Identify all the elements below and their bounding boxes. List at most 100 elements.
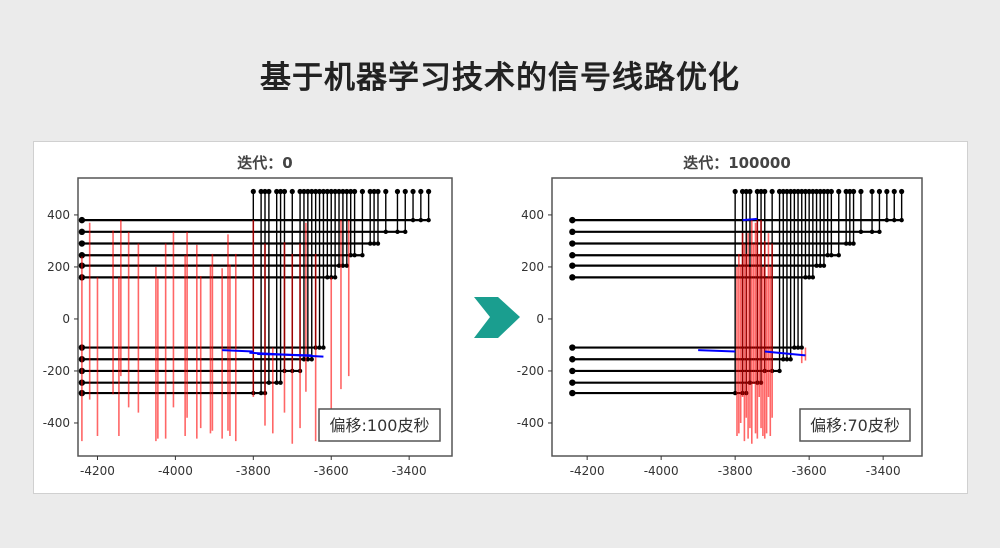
net-sink-pin xyxy=(799,188,805,195)
net-sink-pin xyxy=(836,188,842,195)
net-sink-pin xyxy=(328,188,334,195)
net-sink-pin xyxy=(825,188,831,195)
net-junction xyxy=(821,263,827,268)
net-junction xyxy=(829,253,834,258)
net-sink-pin xyxy=(795,188,801,195)
net-sink-pin xyxy=(301,188,307,195)
net-source-pin xyxy=(78,216,86,224)
net-sink-pin xyxy=(858,188,864,195)
net-junction xyxy=(803,275,808,280)
net-junction xyxy=(348,253,353,258)
net-junction xyxy=(781,357,786,362)
net-sink-pin xyxy=(817,188,823,195)
net-junction xyxy=(340,263,346,268)
net-junction xyxy=(301,357,307,362)
net-junction xyxy=(317,345,322,350)
net-junction xyxy=(810,275,816,280)
net-sink-pin xyxy=(352,188,358,195)
x-tick-label: -3400 xyxy=(392,464,427,478)
y-tick-label: 0 xyxy=(62,312,70,326)
net-source-pin xyxy=(569,216,576,224)
net-sink-pin xyxy=(847,188,853,195)
net-sink-pin xyxy=(297,188,303,195)
net-junction xyxy=(332,275,338,280)
net-junction xyxy=(367,241,373,246)
net-junction xyxy=(278,380,283,385)
net-source-pin xyxy=(569,240,576,247)
net-sink-pin xyxy=(336,188,342,195)
net-sink-pin xyxy=(850,188,857,195)
y-tick-label: 0 xyxy=(536,312,544,326)
net-sink-pin xyxy=(316,188,323,195)
net-junction xyxy=(360,253,365,258)
net-sink-pin xyxy=(426,188,432,195)
net-sink-pin xyxy=(305,188,311,195)
y-tick-label: -400 xyxy=(43,416,70,430)
x-tick-label: -4000 xyxy=(644,464,679,478)
net-junction xyxy=(352,253,357,258)
net-junction xyxy=(818,263,823,268)
net-junction xyxy=(321,345,326,350)
net-sink-pin xyxy=(843,188,849,195)
legend-box xyxy=(318,408,441,442)
net-junction xyxy=(795,345,801,350)
net-junction xyxy=(814,263,819,268)
net-sink-pin xyxy=(813,188,820,195)
net-sink-pin xyxy=(348,188,354,195)
net-source-pin xyxy=(569,344,576,351)
net-sink-pin xyxy=(876,188,883,195)
net-junction xyxy=(410,217,416,223)
x-tick-label: -4200 xyxy=(570,464,605,478)
net-source-pin xyxy=(569,356,576,363)
y-tick-label: 200 xyxy=(47,260,70,274)
net-junction xyxy=(869,229,875,235)
net-sink-pin xyxy=(410,188,416,195)
blue-segment xyxy=(764,350,806,357)
legend-label: 偏移:100皮秒 xyxy=(330,416,430,435)
net-junction xyxy=(344,263,350,268)
x-tick-label: -3600 xyxy=(314,464,349,478)
net-source-pin xyxy=(569,367,576,375)
net-sink-pin xyxy=(340,188,346,195)
net-sink-pin xyxy=(277,188,284,195)
net-sink-pin xyxy=(821,188,827,195)
y-tick-label: 400 xyxy=(47,208,70,222)
net-source-pin xyxy=(78,252,86,259)
net-source-pin xyxy=(569,379,576,386)
legend-label: 偏移:70皮秒 xyxy=(810,416,900,435)
net-sink-pin xyxy=(762,188,768,195)
net-sink-pin xyxy=(802,188,809,195)
net-source-pin xyxy=(78,228,86,236)
net-junction xyxy=(777,368,782,374)
net-junction xyxy=(825,253,830,258)
net-junction xyxy=(375,241,381,246)
net-sink-pin xyxy=(899,188,905,195)
net-sink-pin xyxy=(367,188,373,195)
net-sink-pin xyxy=(754,188,760,195)
y-tick-label: 200 xyxy=(521,260,544,274)
net-sink-pin xyxy=(324,188,330,195)
blue-segment xyxy=(257,353,312,357)
net-junction xyxy=(426,217,431,223)
net-junction xyxy=(851,241,856,246)
net-sink-pin xyxy=(758,188,764,195)
net-sink-pin xyxy=(891,188,897,195)
net-junction xyxy=(258,390,264,396)
net-sink-pin xyxy=(274,188,280,195)
y-tick-label: -200 xyxy=(43,364,70,378)
net-junction xyxy=(858,229,864,235)
net-source-pin xyxy=(569,228,576,236)
x-tick-label: -3800 xyxy=(718,464,753,478)
net-sink-pin xyxy=(359,188,365,195)
net-source-pin xyxy=(78,240,86,247)
x-tick-label: -3800 xyxy=(236,464,271,478)
net-junction xyxy=(309,357,314,362)
net-sink-pin xyxy=(320,188,327,195)
net-junction xyxy=(877,229,882,235)
net-sink-pin xyxy=(743,188,749,195)
net-sink-pin xyxy=(250,188,256,195)
net-junction xyxy=(884,217,890,223)
net-sink-pin xyxy=(776,188,783,195)
net-sink-pin xyxy=(383,188,389,195)
net-junction xyxy=(836,253,841,258)
